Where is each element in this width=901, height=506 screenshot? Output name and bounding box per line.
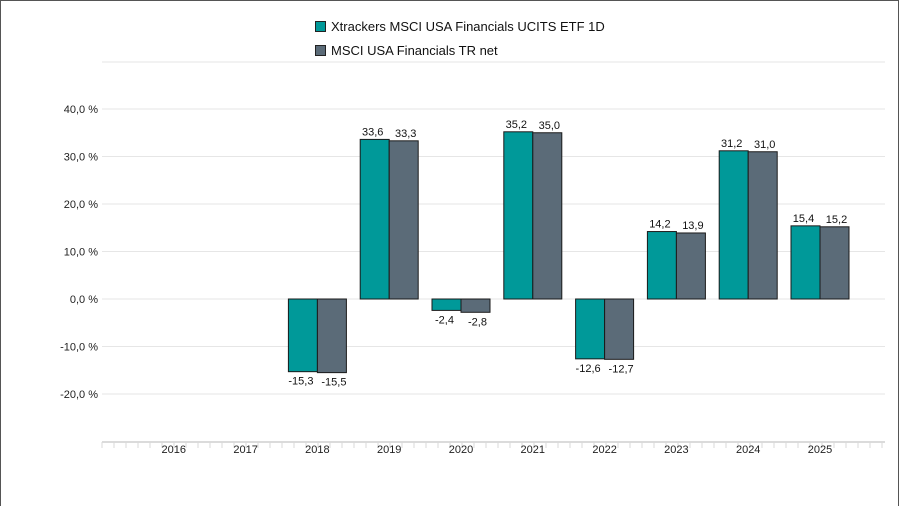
- bar: [460, 298, 491, 313]
- data-label: 13,9: [682, 220, 703, 232]
- legend-label-index: MSCI USA Financials TR net: [331, 42, 498, 58]
- data-label: 14,2: [649, 219, 670, 231]
- data-label: -12,7: [609, 363, 634, 375]
- legend-swatch-index: [315, 44, 326, 56]
- data-label: -2,8: [468, 316, 487, 328]
- bar: [718, 150, 749, 300]
- chart-legend: Xtrackers MSCI USA Financials UCITS ETF …: [315, 14, 605, 62]
- data-label: 33,6: [362, 126, 383, 138]
- y-tick-label: 30,0 %: [64, 152, 98, 164]
- x-tick-label: 2024: [736, 444, 760, 456]
- data-label: 33,3: [395, 128, 416, 140]
- x-tick-label: 2022: [592, 444, 616, 456]
- bar: [604, 298, 635, 360]
- legend-label-etf: Xtrackers MSCI USA Financials UCITS ETF …: [331, 18, 605, 34]
- x-tick-label: 2016: [162, 444, 186, 456]
- data-label: 31,2: [721, 138, 742, 150]
- data-label: 15,4: [793, 213, 814, 225]
- bar: [575, 298, 606, 360]
- bar: [790, 225, 821, 300]
- legend-item-index[interactable]: MSCI USA Financials TR net: [315, 38, 605, 62]
- bar: [819, 226, 850, 300]
- data-label: -15,5: [321, 377, 346, 389]
- bar: [388, 140, 419, 300]
- y-tick-label: -20,0 %: [60, 389, 98, 401]
- data-label: -15,3: [288, 376, 313, 388]
- y-tick-label: 0,0 %: [70, 294, 98, 306]
- x-tick-label: 2025: [808, 444, 832, 456]
- x-tick-label: 2019: [377, 444, 401, 456]
- bar: [646, 231, 677, 300]
- bar: [359, 138, 390, 300]
- y-tick-label: 40,0 %: [64, 104, 98, 116]
- x-tick-label: 2017: [233, 444, 257, 456]
- data-label: 35,2: [506, 119, 527, 131]
- bar: [675, 232, 706, 300]
- x-tick-label: 2018: [305, 444, 329, 456]
- bar: [287, 298, 318, 373]
- bar: [431, 298, 462, 311]
- bar: [532, 132, 563, 300]
- x-tick-label: 2021: [521, 444, 545, 456]
- bar: [747, 151, 778, 300]
- y-tick-label: 20,0 %: [64, 199, 98, 211]
- legend-item-etf[interactable]: Xtrackers MSCI USA Financials UCITS ETF …: [315, 14, 605, 38]
- data-label: -12,6: [576, 363, 601, 375]
- y-tick-label: -10,0 %: [60, 342, 98, 354]
- data-label: -2,4: [435, 314, 454, 326]
- x-tick-label: 2020: [449, 444, 473, 456]
- legend-swatch-etf: [315, 20, 326, 32]
- x-tick-label: 2023: [664, 444, 688, 456]
- data-label: 31,0: [754, 139, 775, 151]
- y-tick-label: 10,0 %: [64, 247, 98, 259]
- data-label: 35,0: [539, 120, 560, 132]
- bar: [503, 131, 534, 300]
- data-label: 15,2: [826, 214, 847, 226]
- bar: [316, 298, 347, 374]
